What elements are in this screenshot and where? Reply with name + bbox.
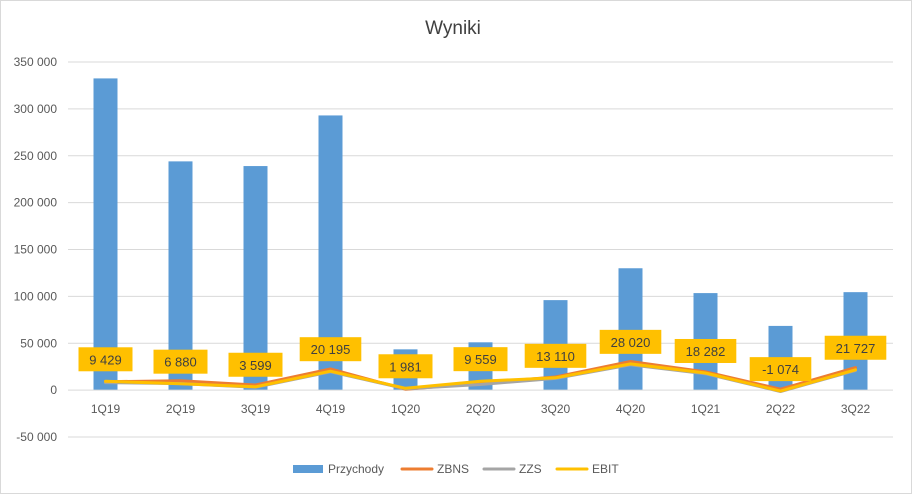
legend-item-przychody: Przychody [293,462,384,476]
legend-swatch [293,465,323,473]
series-line-ebit [104,362,857,393]
y-tick-label: 50 000 [20,336,57,350]
data-label-text: 9 559 [464,352,497,367]
legend: Przychody ZBNS ZZS EBIT [293,462,619,476]
ebit-data-labels: 9 429 6 880 3 599 20 195 1 981 9 559 13 110 28 … [78,329,887,382]
data-label-text: 20 195 [311,342,351,357]
x-tick-label: 1Q19 [91,402,121,416]
data-label: 20 195 [299,337,362,362]
x-tick-label: 3Q22 [841,402,871,416]
legend-label: Przychody [328,462,384,476]
y-tick-label: 250 000 [14,149,58,163]
x-tick-label: 4Q20 [616,402,646,416]
x-tick-label: 2Q20 [466,402,496,416]
bar [618,268,643,391]
chart-title: Wyniki [425,18,481,39]
data-label-text: 3 599 [239,358,272,373]
data-label-box [674,338,737,363]
legend-item-ebit: EBIT [555,462,619,476]
legend-item-zbns: ZBNS [400,462,469,476]
data-label: -1 074 [749,357,812,382]
x-tick-label: 4Q19 [316,402,346,416]
data-label-text: 9 429 [89,352,122,367]
data-label-box [453,347,508,372]
y-axis-ticks: -50 000 0 50 000 100 000 150 000 200 000 250 0… [14,55,58,444]
x-tick-label: 3Q20 [541,402,571,416]
x-axis-ticks: 1Q19 2Q19 3Q19 4Q19 1Q20 2Q20 3Q20 4Q20 1Q21 2Q22… [91,402,871,416]
x-tick-label: 2Q22 [766,402,796,416]
data-label: 28 020 [599,329,662,354]
data-label: 18 282 [674,338,737,363]
data-label-text: 28 020 [611,335,651,350]
line-series [104,360,857,393]
data-label-box [153,349,208,374]
data-label-text: 18 282 [686,344,726,359]
y-tick-label: 0 [50,383,57,397]
legend-item-zzs: ZZS [482,462,542,476]
legend-label: ZZS [519,462,542,476]
data-label-text: -1 074 [762,362,799,377]
data-label: 3 599 [228,352,283,377]
data-label: 6 880 [153,349,208,374]
data-label-box [749,357,812,382]
x-tick-label: 1Q20 [391,402,421,416]
gridlines [68,61,893,438]
data-label-text: 1 981 [389,359,422,374]
bar [93,78,118,391]
x-tick-label: 1Q21 [691,402,721,416]
data-label-box [228,352,283,377]
data-label-text: 21 727 [836,341,876,356]
x-tick-label: 2Q19 [166,402,196,416]
x-tick-label: 3Q19 [241,402,271,416]
y-tick-label: 200 000 [14,196,58,210]
y-tick-label: 300 000 [14,102,58,116]
y-tick-label: -50 000 [16,430,57,444]
data-label: 1 981 [378,354,433,379]
data-label: 13 110 [524,343,587,368]
data-label-text: 13 110 [536,349,575,364]
legend-label: ZBNS [437,462,469,476]
y-tick-label: 350 000 [14,55,58,69]
data-label: 21 727 [824,335,887,360]
data-label-box [524,343,587,368]
legend-label: EBIT [592,462,619,476]
data-label: 9 429 [78,347,133,372]
data-label-box [378,354,433,379]
data-label-box [78,347,133,372]
y-tick-label: 100 000 [14,289,58,303]
data-label-box [299,337,362,362]
data-label-box [599,329,662,354]
data-label-box [824,335,887,360]
data-label: 9 559 [453,347,508,372]
y-tick-label: 150 000 [14,243,58,257]
data-label-text: 6 880 [164,355,197,370]
